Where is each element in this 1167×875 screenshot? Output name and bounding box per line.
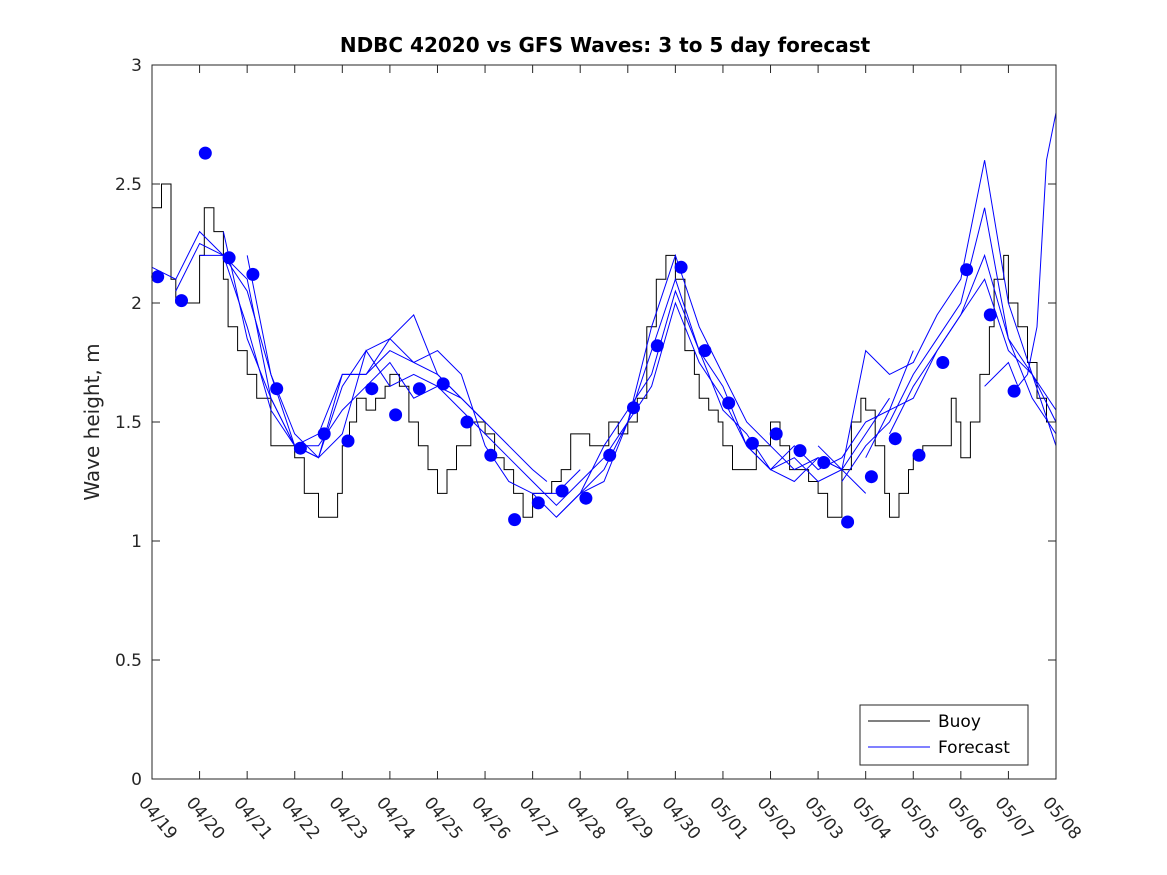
forecast-run-line xyxy=(246,255,581,494)
y-tick-label: 3 xyxy=(131,56,142,76)
forecast-point xyxy=(912,448,926,462)
forecast-point xyxy=(864,470,878,484)
forecast-point xyxy=(531,496,545,510)
forecast-run-line xyxy=(817,160,1057,471)
forecast-point xyxy=(293,441,307,455)
forecast-point xyxy=(436,377,450,391)
forecast-point xyxy=(198,146,212,160)
y-tick-label: 1.5 xyxy=(115,413,142,433)
forecast-point xyxy=(222,251,236,265)
forecast-point xyxy=(793,444,807,458)
legend: Buoy Forecast xyxy=(859,704,1029,766)
legend-forecast-label: Forecast xyxy=(938,738,1010,758)
plot-area xyxy=(151,64,1057,780)
forecast-point xyxy=(317,427,331,441)
forecast-point xyxy=(270,382,284,396)
forecast-run-line xyxy=(579,277,914,494)
forecast-point xyxy=(555,484,569,498)
forecast-point xyxy=(151,270,165,284)
chart-title: NDBC 42020 vs GFS Waves: 3 to 5 day fore… xyxy=(340,33,871,57)
forecast-point xyxy=(936,356,950,369)
forecast-point xyxy=(579,491,593,505)
y-tick-label: 2.5 xyxy=(115,175,142,195)
forecast-point xyxy=(508,513,522,527)
forecast-point xyxy=(769,427,783,441)
forecast-run-line xyxy=(199,254,510,459)
forecast-run-line xyxy=(984,112,1057,388)
forecast-point xyxy=(722,396,736,410)
y-axis: 0 0.5 1 1.5 2 2.5 3 xyxy=(115,56,1056,790)
y-tick-label: 2 xyxy=(131,294,142,314)
forecast-points xyxy=(151,146,1021,529)
forecast-point xyxy=(1007,384,1021,398)
forecast-point xyxy=(983,308,997,322)
legend-buoy-label: Buoy xyxy=(938,712,981,732)
forecast-point xyxy=(246,267,260,281)
legend-box xyxy=(859,704,1029,766)
plot-background xyxy=(152,65,1056,779)
forecast-point xyxy=(341,434,355,448)
forecast-run-line xyxy=(222,231,548,482)
y-tick-label: 0 xyxy=(131,770,142,790)
forecast-point xyxy=(650,339,664,353)
forecast-point xyxy=(460,415,474,429)
y-tick-label: 1 xyxy=(131,532,142,552)
forecast-point xyxy=(484,448,498,462)
forecast-point xyxy=(745,436,759,450)
forecast-point xyxy=(389,408,403,422)
forecast-point xyxy=(817,456,831,469)
forecast-point xyxy=(888,432,902,446)
forecast-point xyxy=(365,382,379,396)
forecast-point xyxy=(175,294,188,308)
y-axis-label: Wave height, m xyxy=(80,343,104,500)
forecast-point xyxy=(960,263,974,277)
forecast-point xyxy=(698,344,712,358)
forecast-point xyxy=(412,382,426,396)
forecast-point xyxy=(841,515,855,529)
forecast-point xyxy=(603,448,617,462)
y-tick-label: 0.5 xyxy=(115,651,142,671)
forecast-point xyxy=(627,401,640,415)
forecast-point xyxy=(674,260,688,274)
